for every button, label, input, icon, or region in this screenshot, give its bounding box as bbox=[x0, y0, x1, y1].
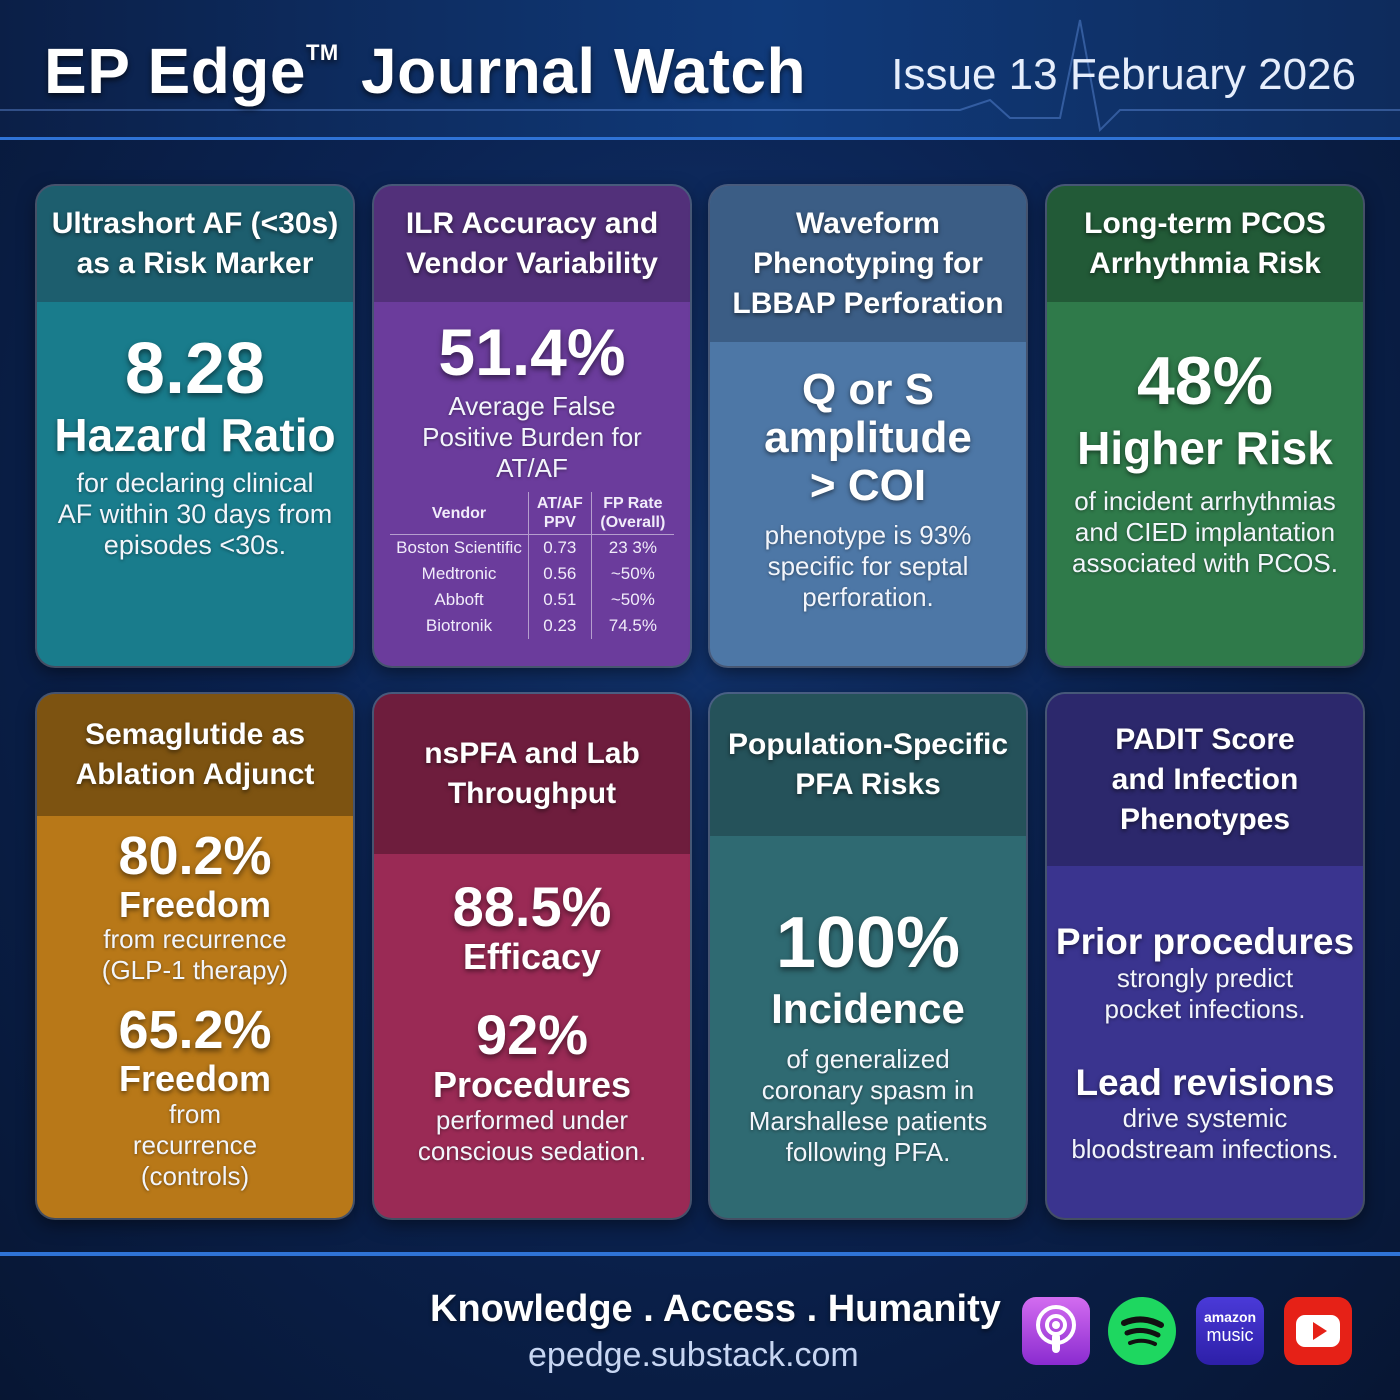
stat-label: Freedom bbox=[118, 883, 272, 925]
footer-divider bbox=[0, 1252, 1400, 1256]
card-title: PADIT Score and Infection Phenotypes bbox=[1047, 694, 1363, 866]
stat-value: 88.5% bbox=[452, 875, 612, 938]
card-title: Long-term PCOS Arrhythmia Risk bbox=[1047, 186, 1363, 302]
card-ilr-accuracy: ILR Accuracy and Vendor Variability 51.4… bbox=[374, 186, 690, 666]
table-row: Medtronic 0.56 ~50% bbox=[390, 561, 674, 588]
stat-label: Freedom bbox=[118, 1057, 272, 1099]
stat-description: for declaring clinical AF within 30 days… bbox=[57, 468, 333, 561]
stat-description: drive systemic bloodstream infections. bbox=[1071, 1103, 1339, 1165]
column-header: AT/AF PPV bbox=[527, 492, 592, 536]
ecg-line-decoration bbox=[0, 19, 1400, 133]
amazon-music-label: music bbox=[1206, 1325, 1254, 1345]
card-ultrashort-af: Ultrashort AF (<30s) as a Risk Marker 8.… bbox=[37, 186, 353, 666]
card-nspfa: nsPFA and Lab Throughput 88.5% Efficacy … bbox=[374, 694, 690, 1218]
column-header: FP Rate (Overall) bbox=[590, 492, 674, 536]
card-pfa-risks: Population-Specific PFA Risks 100% Incid… bbox=[710, 694, 1026, 1218]
amazon-music-icon[interactable]: amazon music bbox=[1196, 1297, 1264, 1365]
table-cell: 0.51 bbox=[527, 587, 592, 614]
page-title: EP EdgeTM Journal Watch bbox=[44, 35, 807, 107]
spotify-icon[interactable] bbox=[1108, 1297, 1176, 1365]
stat-point: Lead revisions bbox=[1075, 1061, 1335, 1103]
trademark-mark: TM bbox=[305, 40, 339, 65]
vendor-table: Vendor AT/AF PPV FP Rate (Overall) Bosto… bbox=[390, 492, 674, 640]
stat-description: from recurrence (controls) bbox=[132, 1098, 258, 1191]
card-title: Ultrashort AF (<30s) as a Risk Marker bbox=[37, 186, 353, 302]
footer-url-link[interactable]: epedge.substack.com bbox=[528, 1336, 859, 1374]
card-title: Population-Specific PFA Risks bbox=[710, 694, 1026, 836]
stat-label: Incidence bbox=[771, 984, 965, 1032]
stat-value: 100% bbox=[775, 903, 961, 983]
footer-tagline: Knowledge . Access . Humanity bbox=[430, 1288, 1001, 1330]
stat-description: phenotype is 93% specific for septal per… bbox=[764, 520, 972, 612]
column-header: Vendor bbox=[390, 492, 529, 536]
table-cell: Biotronik bbox=[425, 616, 493, 636]
stat-value: 65.2% bbox=[118, 1000, 272, 1061]
stat-description: Average False Positive Burden for AT/AF bbox=[422, 391, 642, 484]
table-cell: Abboft bbox=[434, 590, 484, 610]
card-title: ILR Accuracy and Vendor Variability bbox=[374, 186, 690, 302]
stat-description: of generalized coronary spasm in Marshal… bbox=[748, 1043, 988, 1167]
table-cell: Boston Scientific bbox=[396, 538, 522, 558]
stat-description: performed under conscious sedation. bbox=[417, 1104, 647, 1166]
stat-value: 92% bbox=[475, 1003, 589, 1067]
card-title: Semaglutide as Ablation Adjunct bbox=[37, 694, 353, 816]
table-row: Boston Scientific 0.73 23 3% bbox=[390, 534, 674, 562]
table-cell: 0.73 bbox=[527, 534, 592, 562]
stat-label: Higher Risk bbox=[1077, 422, 1333, 475]
table-cell: 0.23 bbox=[527, 613, 592, 640]
card-title: Waveform Phenotyping for LBBAP Perforati… bbox=[710, 186, 1026, 342]
stat-description: of incident arrhythmias and CIED implant… bbox=[1072, 485, 1338, 578]
apple-podcasts-icon[interactable] bbox=[1022, 1297, 1090, 1365]
card-waveform-phenotyping: Waveform Phenotyping for LBBAP Perforati… bbox=[710, 186, 1026, 666]
stat-label: Procedures bbox=[432, 1064, 632, 1106]
table-cell: 0.56 bbox=[527, 561, 592, 588]
table-cell: 23 3% bbox=[590, 534, 674, 562]
amazon-music-label: amazon bbox=[1203, 1309, 1257, 1325]
header-bar: EP EdgeTM Journal Watch Issue 13 Februar… bbox=[0, 0, 1400, 140]
table-row: Abboft 0.51 ~50% bbox=[390, 587, 674, 614]
card-title: nsPFA and Lab Throughput bbox=[374, 694, 690, 854]
stat-point: Prior procedures bbox=[1055, 921, 1355, 962]
stat-description: from recurrence (GLP-1 therapy) bbox=[101, 924, 289, 986]
table-cell: Medtronic bbox=[421, 564, 497, 584]
card-semaglutide: Semaglutide as Ablation Adjunct 80.2% Fr… bbox=[37, 694, 353, 1218]
stat-value: Q or S amplitude > COI bbox=[764, 365, 972, 510]
stat-value: 48% bbox=[1136, 343, 1274, 419]
issue-date: Issue 13 February 2026 bbox=[891, 50, 1356, 99]
card-padit-score: PADIT Score and Infection Phenotypes Pri… bbox=[1047, 694, 1363, 1218]
card-pcos-risk: Long-term PCOS Arrhythmia Risk 48% Highe… bbox=[1047, 186, 1363, 666]
stat-value: 8.28 bbox=[124, 329, 266, 409]
table-header-row: Vendor AT/AF PPV FP Rate (Overall) bbox=[390, 492, 674, 536]
table-cell: 74.5% bbox=[590, 613, 674, 640]
table-cell: ~50% bbox=[590, 587, 674, 614]
youtube-icon[interactable] bbox=[1284, 1297, 1352, 1365]
stat-description: strongly predict pocket infections. bbox=[1104, 962, 1306, 1024]
table-row: Biotronik 0.23 74.5% bbox=[390, 613, 674, 640]
table-cell: ~50% bbox=[590, 561, 674, 588]
stat-label: Efficacy bbox=[462, 935, 602, 977]
stat-value: 51.4% bbox=[438, 315, 626, 389]
stat-value: 80.2% bbox=[118, 826, 272, 886]
stat-label: Hazard Ratio bbox=[54, 408, 336, 461]
